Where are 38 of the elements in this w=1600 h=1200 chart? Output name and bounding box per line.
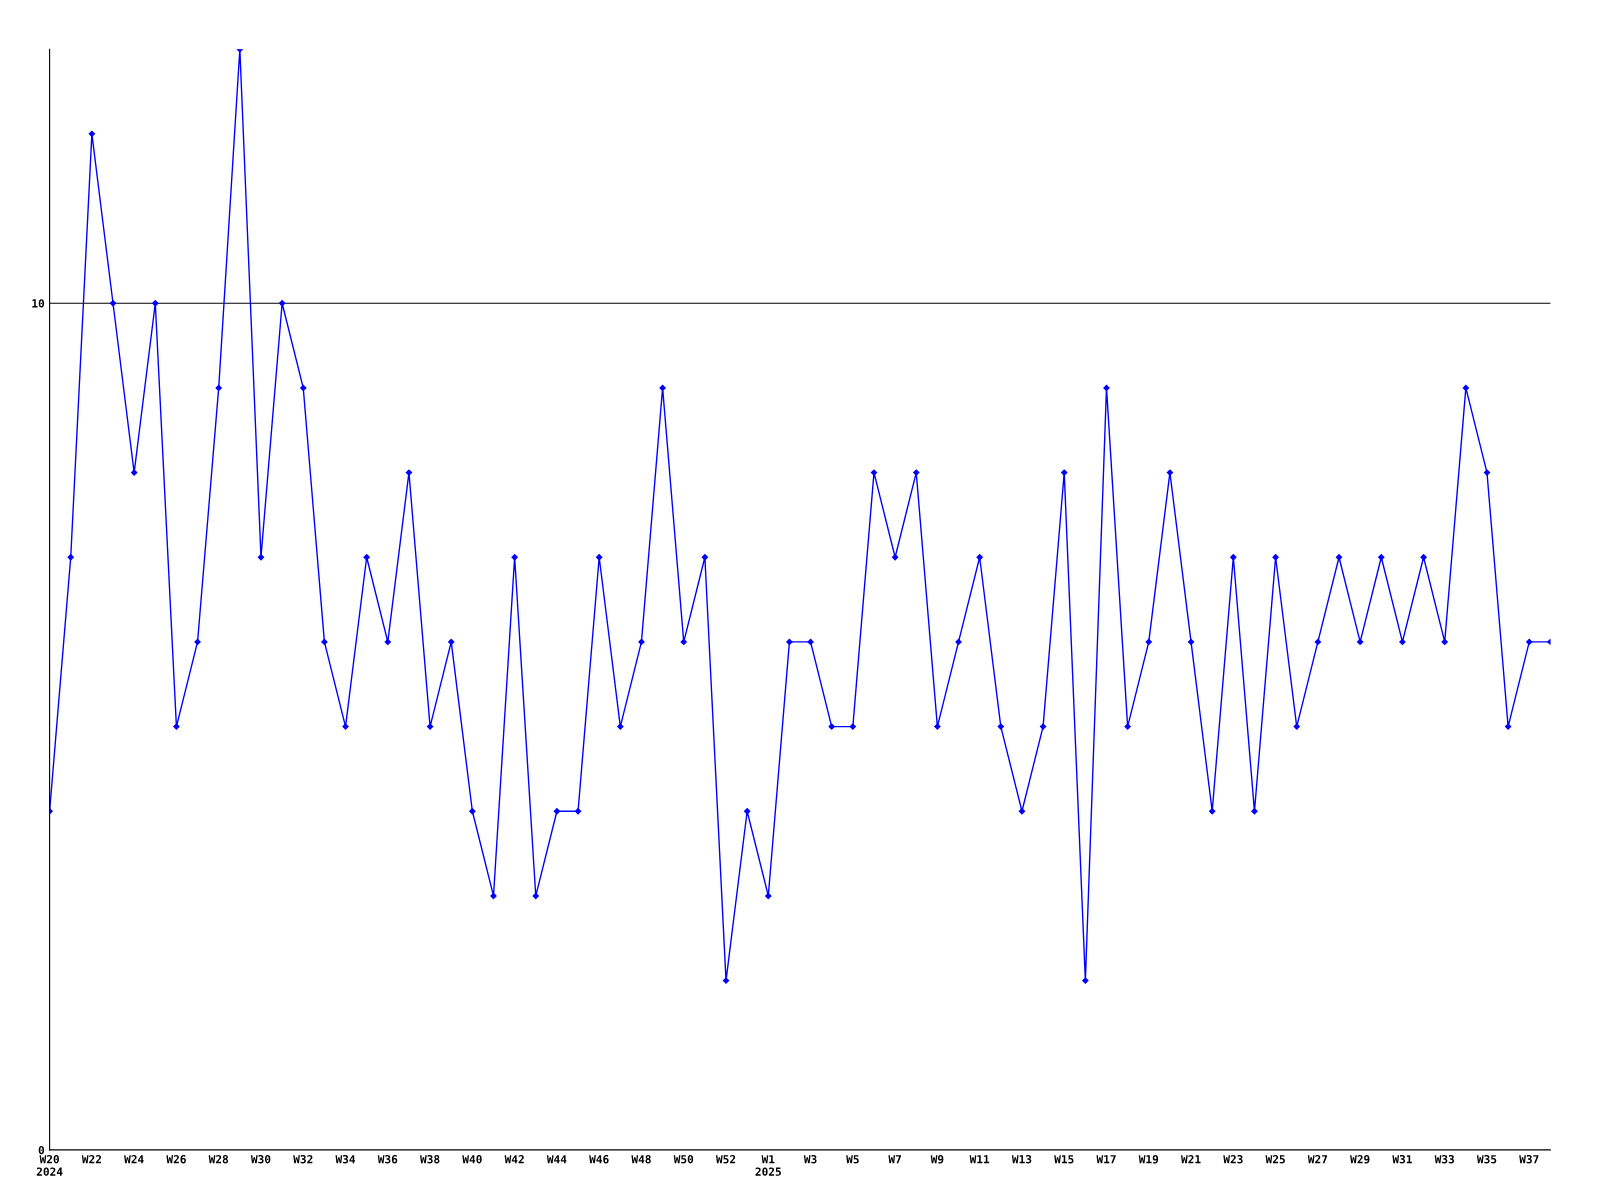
x-tick-label: W48: [631, 1155, 651, 1164]
x-tick-label: W27: [1307, 1155, 1328, 1164]
x-tick-label: W26: [166, 1155, 186, 1164]
x-tick-label: W29: [1350, 1155, 1370, 1164]
x-tick-label: W52: [715, 1155, 736, 1164]
x-tick-label: W46: [589, 1155, 609, 1164]
x-tick-label: W23: [1223, 1155, 1243, 1164]
x-tick-label: W1 2025: [755, 1155, 781, 1176]
x-tick-label: W11: [969, 1155, 990, 1164]
x-tick-label: W42: [504, 1155, 524, 1164]
x-tick-label: W7: [888, 1155, 901, 1164]
x-tick-label: W44: [546, 1155, 567, 1164]
x-tick-label: W13: [1011, 1155, 1032, 1164]
x-tick-label: W3: [803, 1155, 817, 1164]
x-tick-label: W36: [377, 1155, 398, 1164]
y-tick-label: 10: [32, 299, 45, 308]
x-tick-label: W17: [1096, 1155, 1116, 1164]
x-tick-label: W21: [1181, 1155, 1201, 1164]
x-tick-label: W38: [420, 1155, 440, 1164]
x-tick-label: W40: [462, 1155, 482, 1164]
y-tick-label: 0: [38, 1145, 45, 1155]
x-tick-label: W9: [930, 1155, 944, 1164]
x-tick-label: W37: [1519, 1155, 1539, 1164]
x-tick-label: W34: [335, 1155, 356, 1164]
x-tick-label: W28: [208, 1155, 229, 1164]
x-tick-label: W15: [1054, 1155, 1074, 1164]
x-tick-label: W22: [81, 1155, 101, 1164]
x-tick-label: W25: [1265, 1155, 1285, 1164]
x-tick-label: W19: [1138, 1155, 1159, 1164]
x-tick-label: W50: [673, 1155, 694, 1164]
x-tick-label: W31: [1392, 1155, 1412, 1164]
x-tick-label: W33: [1434, 1155, 1455, 1164]
x-tick-label: W24: [124, 1155, 144, 1164]
x-tick-label: W30: [250, 1155, 271, 1164]
x-tick-label: W32: [293, 1155, 313, 1164]
x-tick-label: W35: [1476, 1155, 1497, 1164]
x-tick-label: W20 2024: [36, 1155, 63, 1176]
x-tick-label: W5: [846, 1155, 859, 1164]
